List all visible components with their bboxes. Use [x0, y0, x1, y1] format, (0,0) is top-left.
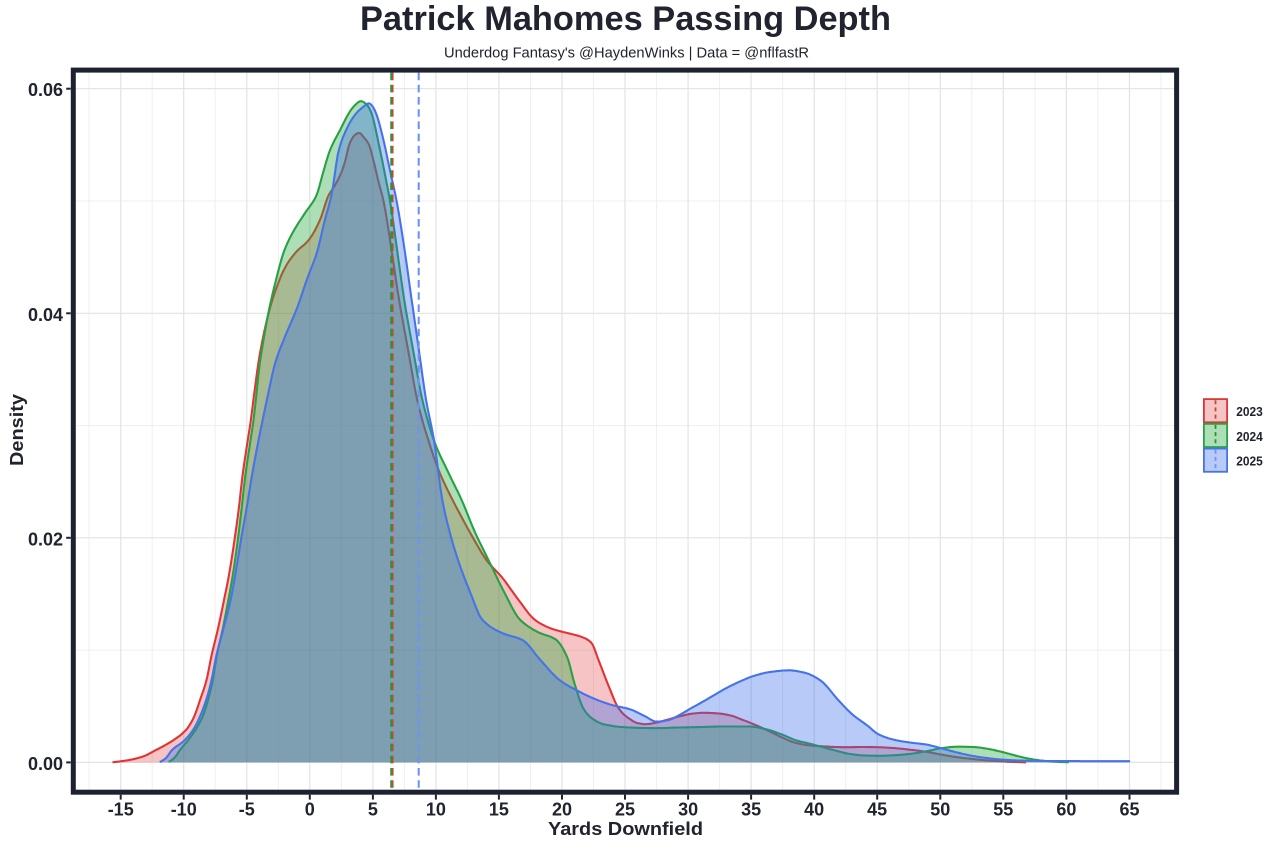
svg-text:60: 60 [1056, 800, 1076, 820]
svg-text:65: 65 [1119, 800, 1139, 820]
svg-text:30: 30 [678, 800, 698, 820]
svg-text:Underdog Fantasy's @HaydenWink: Underdog Fantasy's @HaydenWinks | Data =… [444, 46, 809, 62]
svg-text:0.02: 0.02 [28, 529, 63, 549]
svg-text:20: 20 [552, 800, 572, 820]
svg-text:10: 10 [426, 800, 446, 820]
svg-text:55: 55 [993, 800, 1013, 820]
svg-text:Yards Downfield: Yards Downfield [548, 818, 703, 839]
svg-text:45: 45 [867, 800, 887, 820]
svg-text:Density: Density [6, 393, 27, 466]
svg-text:0.04: 0.04 [28, 305, 63, 325]
svg-text:-5: -5 [239, 800, 255, 820]
svg-text:40: 40 [804, 800, 824, 820]
svg-text:15: 15 [489, 800, 509, 820]
svg-text:0.06: 0.06 [28, 80, 63, 100]
svg-text:0.00: 0.00 [28, 754, 63, 774]
svg-text:0: 0 [305, 800, 315, 820]
svg-text:2025: 2025 [1236, 454, 1263, 469]
svg-text:Patrick Mahomes Passing Depth: Patrick Mahomes Passing Depth [360, 0, 891, 38]
svg-text:25: 25 [615, 800, 635, 820]
svg-text:2023: 2023 [1236, 404, 1263, 419]
svg-text:-15: -15 [108, 800, 134, 820]
svg-text:2024: 2024 [1236, 429, 1263, 444]
svg-text:35: 35 [741, 800, 761, 820]
svg-text:-10: -10 [171, 800, 197, 820]
svg-text:50: 50 [930, 800, 950, 820]
svg-text:5: 5 [368, 800, 378, 820]
